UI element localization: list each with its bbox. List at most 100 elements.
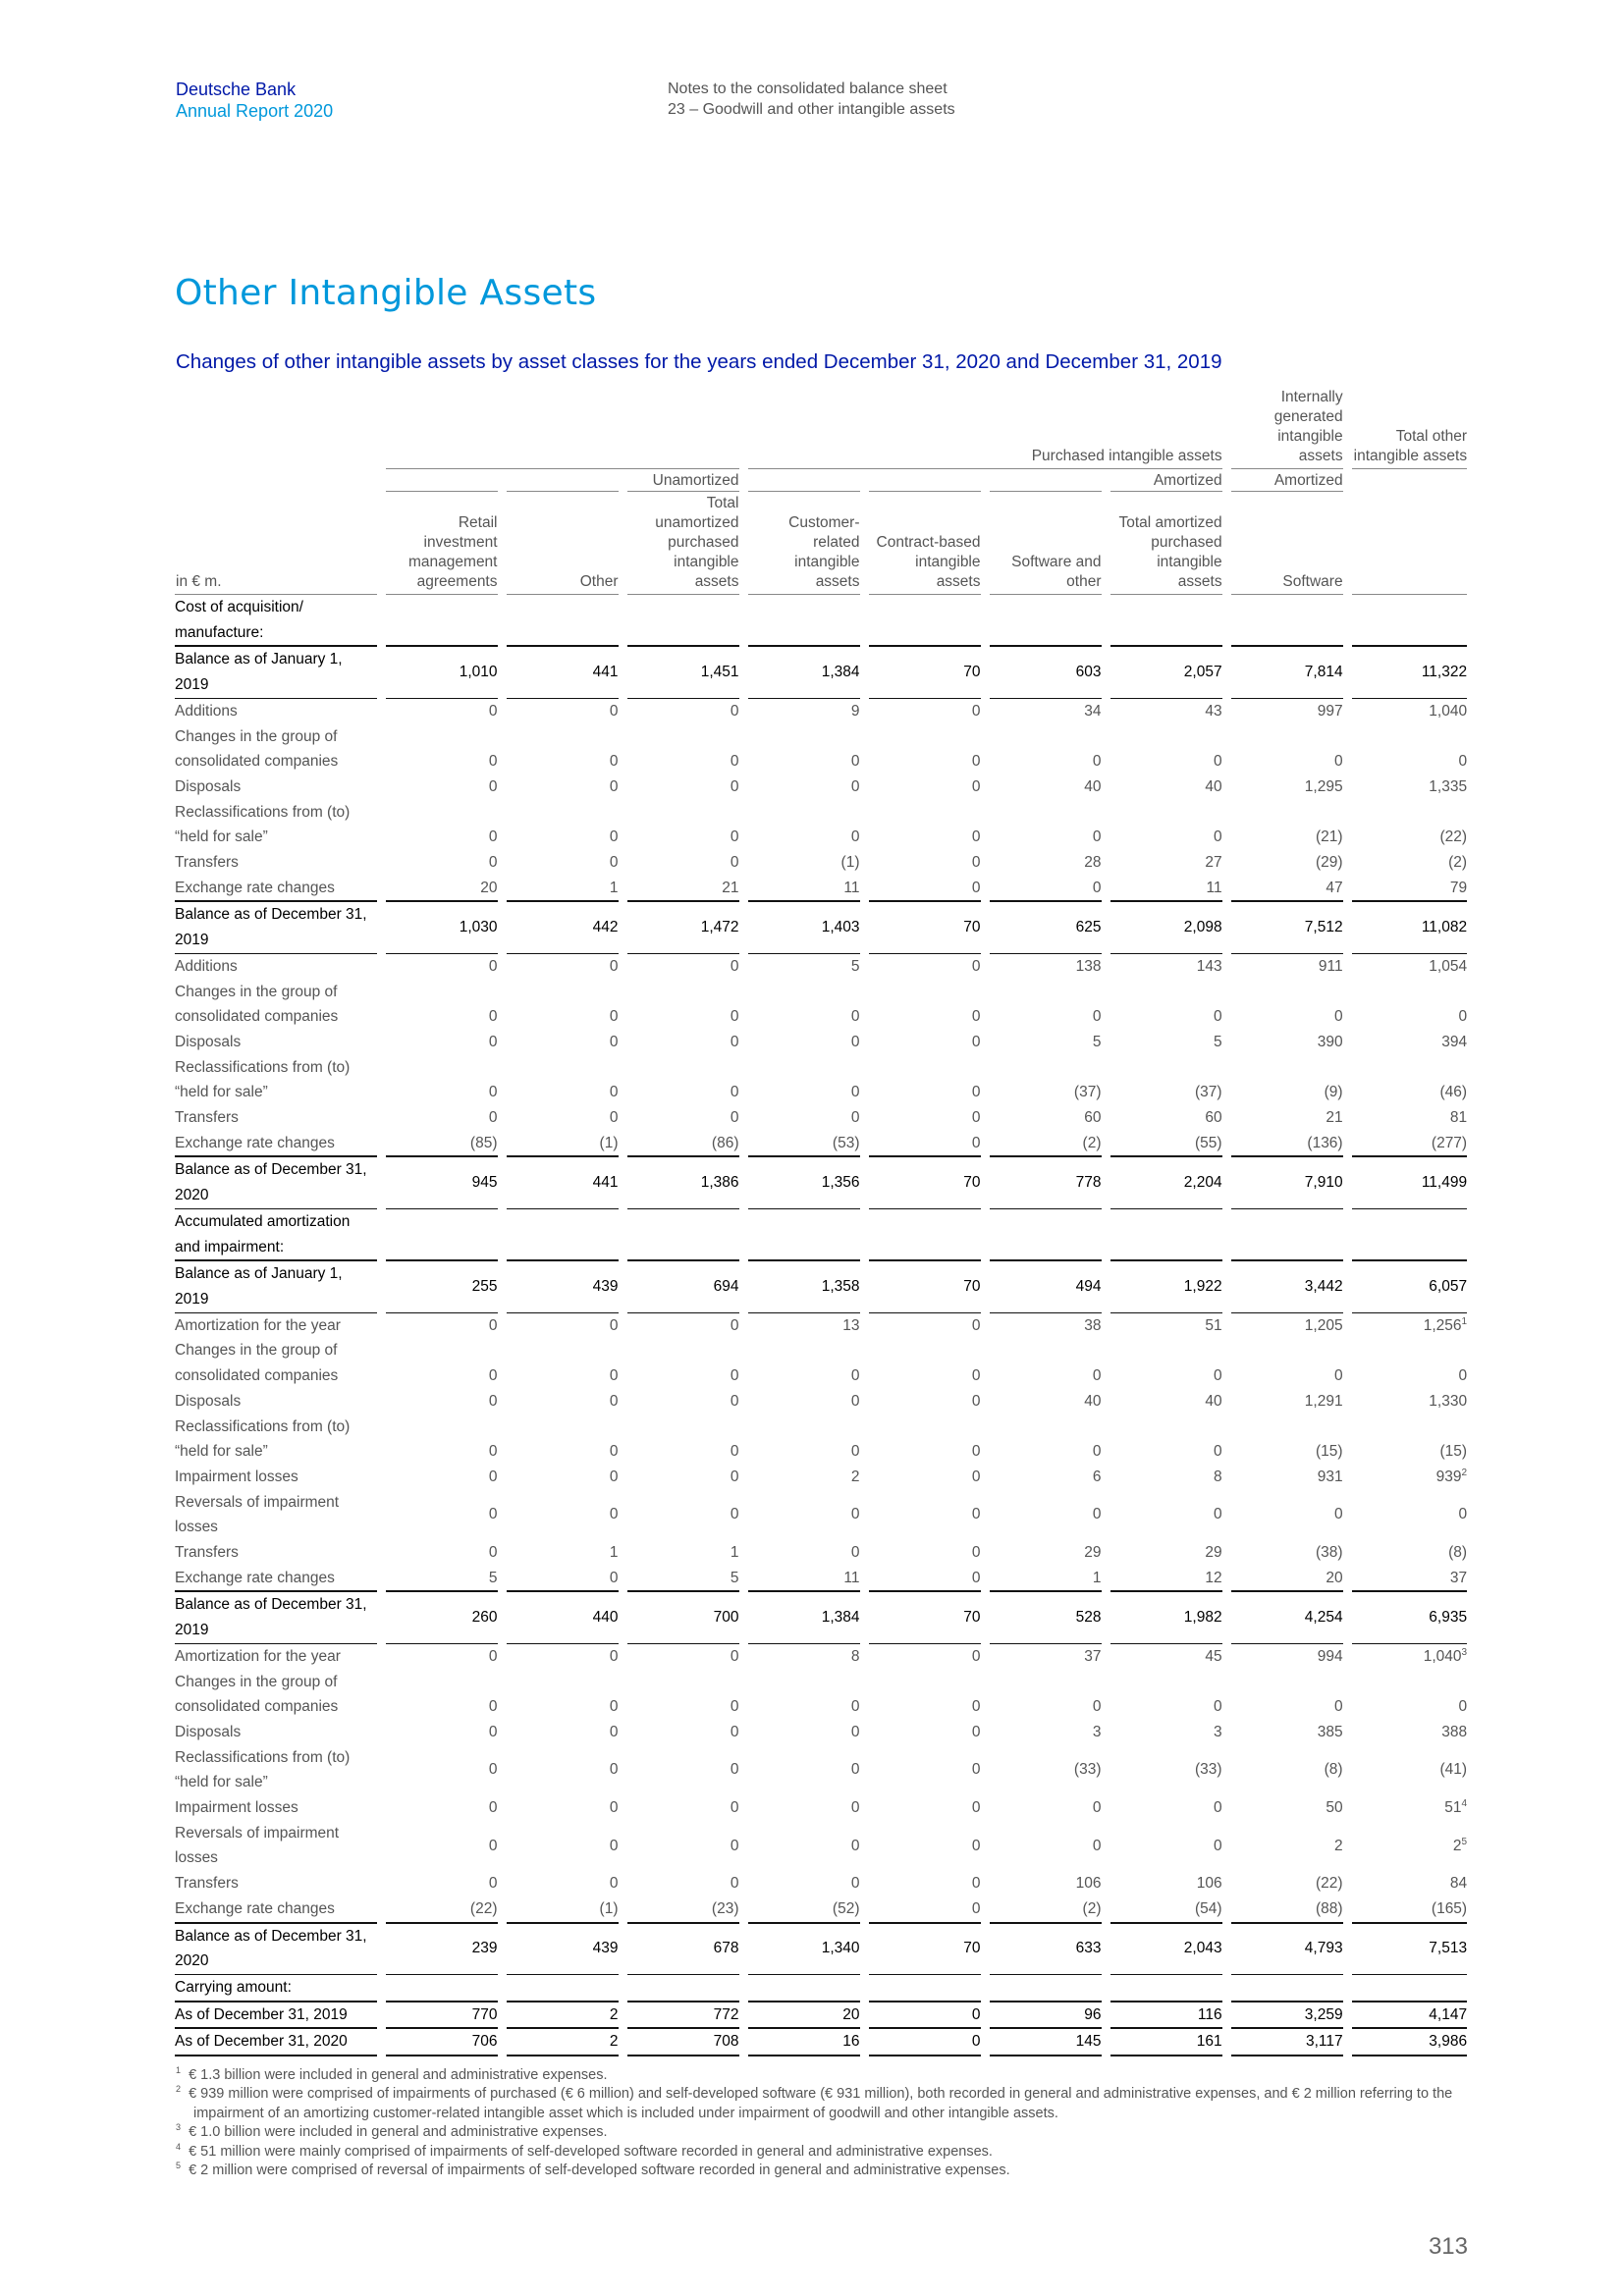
group-total: Total other intangible assets: [1342, 386, 1468, 469]
table-row: Reversals of impairment losses 0 0 0 0 0 0 0 0 0: [175, 1489, 1468, 1541]
cell-value: 5: [1101, 1029, 1227, 1055]
cell-value: 770: [376, 2001, 502, 2030]
cell-value: 0: [738, 774, 864, 800]
cell-value: 1: [980, 1565, 1106, 1593]
row-label: As of December 31, 2019: [175, 2001, 381, 2030]
cell-value: 603: [980, 646, 1106, 699]
cell-value: 0: [497, 1105, 623, 1131]
row-label: Disposals: [175, 1033, 242, 1050]
cell-value: 0: [618, 1029, 743, 1055]
cell-value: (8): [1221, 1744, 1348, 1796]
cell-value: 0: [859, 1820, 985, 1872]
cell-value: 0: [738, 799, 864, 851]
cell-value: 0: [497, 774, 623, 800]
cell-value: 84: [1342, 1871, 1468, 1896]
cell-value: 20: [1221, 1565, 1348, 1593]
cell-value: 0: [376, 1643, 502, 1670]
cell-value: 1,205: [1221, 1312, 1348, 1339]
table-row: Reclassifications from (to) “held for sa…: [175, 1744, 1468, 1796]
cell-value: 0: [1101, 1795, 1227, 1821]
cell-value: (15): [1342, 1414, 1468, 1465]
cell-value: (22): [1342, 799, 1468, 851]
cell-value: (23): [618, 1896, 743, 1924]
cell-value: 394: [1342, 1029, 1468, 1055]
table-row: Impairment losses 0 0 0 0 0 0 0 50 514: [175, 1795, 1468, 1821]
cell-value: 390: [1221, 1029, 1348, 1055]
cell-value: 514: [1342, 1795, 1468, 1821]
cell-value: 1: [618, 1540, 743, 1566]
cell-value: 0: [497, 1464, 623, 1490]
cell-value: 1,010: [376, 646, 502, 699]
cell-value: 0: [376, 723, 502, 774]
cell-value: 106: [980, 1871, 1106, 1896]
cell-value: 0: [618, 1105, 743, 1131]
intangible-assets-table: Purchased intangible assets Internally g…: [175, 386, 1468, 2057]
cell-value: 0: [980, 1820, 1106, 1872]
cell-value: 29: [1101, 1540, 1227, 1566]
cell-value: 70: [859, 1260, 985, 1313]
cell-value: 96: [980, 2001, 1106, 2030]
table-row: Transfers 0 0 0 (1) 0 28 27 (29) (2): [175, 850, 1468, 876]
cell-value: 0: [618, 774, 743, 800]
table-row: Amortization for the year 0 0 0 13 0 38 51 1,205…: [175, 1312, 1468, 1339]
column-header: Total amortized purchased intangible ass…: [1101, 491, 1227, 595]
cell-value: 0: [376, 953, 502, 980]
cell-value: 0: [738, 1388, 864, 1415]
cell-value: 2: [497, 2001, 623, 2030]
report-name: Annual Report 2020: [176, 101, 334, 121]
cell-value: (22): [1221, 1871, 1348, 1896]
unit-label: in € m.: [175, 491, 381, 595]
footnote-marker: 5: [1461, 1836, 1468, 1847]
cell-value: 3,986: [1342, 2028, 1468, 2057]
cell-value: 0: [738, 979, 864, 1030]
cell-value: 0: [738, 1054, 864, 1106]
cell-value: 1,040: [1342, 698, 1468, 724]
cell-value: 708: [618, 2028, 743, 2057]
cell-value: 0: [497, 1029, 623, 1055]
cell-value: 0: [497, 1312, 623, 1339]
cell-value: 50: [1221, 1795, 1348, 1821]
cell-value: 0: [497, 850, 623, 876]
row-label: As of December 31, 2020: [175, 2028, 381, 2057]
table-row: Balance as of December 31, 2020 945 441 1,3…: [175, 1156, 1468, 1209]
cell-value: 388: [1342, 1719, 1468, 1745]
cell-value: (21): [1221, 799, 1348, 851]
column-header: Other: [497, 491, 623, 595]
cell-value: 0: [859, 850, 985, 876]
cell-value: 0: [1101, 799, 1227, 851]
table-row: Disposals 0 0 0 0 0 3 3 385 388: [175, 1719, 1468, 1745]
row-label: Changes in the group of consolidated com…: [175, 983, 339, 1026]
cell-value: 8: [1101, 1464, 1227, 1490]
footnote: 2 € 939 million were comprised of impair…: [176, 2084, 1453, 2121]
cell-value: 0: [376, 799, 502, 851]
cell-value: (1): [497, 1130, 623, 1158]
cell-value: 0: [738, 1414, 864, 1465]
cell-value: 3,117: [1221, 2028, 1348, 2057]
footnotes: 1 € 1.3 billion were included in general…: [176, 2066, 1472, 2180]
cell-value: 0: [497, 953, 623, 980]
column-header: Contract-based intangible assets: [859, 491, 985, 595]
cell-value: 0: [859, 774, 985, 800]
cell-value: 0: [859, 1744, 985, 1796]
table-row: Balance as of January 1, 2019 1,010 441 1,4…: [175, 646, 1468, 699]
row-label: Changes in the group of consolidated com…: [175, 1342, 339, 1385]
cell-value: 0: [859, 953, 985, 980]
row-label: Transfers: [175, 1544, 239, 1562]
cell-value: 0: [738, 1820, 864, 1872]
footnote-marker: 3: [1461, 1646, 1468, 1658]
cell-value: 439: [497, 1922, 623, 1975]
column-header: Software: [1221, 491, 1348, 595]
row-label: Balance as of January 1, 2019: [175, 1260, 381, 1313]
cell-value: 0: [859, 1105, 985, 1131]
cell-value: 4,793: [1221, 1922, 1348, 1975]
cell-value: 0: [376, 1464, 502, 1490]
cell-value: (136): [1221, 1130, 1348, 1158]
column-header: Customer-related intangible assets: [738, 491, 864, 595]
cell-value: 1,340: [738, 1922, 864, 1975]
cell-value: 0: [497, 1744, 623, 1796]
cell-value: 38: [980, 1312, 1106, 1339]
cell-value: 0: [497, 1414, 623, 1465]
cell-value: 260: [376, 1591, 502, 1644]
cell-value: 2,098: [1101, 901, 1227, 954]
cell-value: (15): [1221, 1414, 1348, 1465]
